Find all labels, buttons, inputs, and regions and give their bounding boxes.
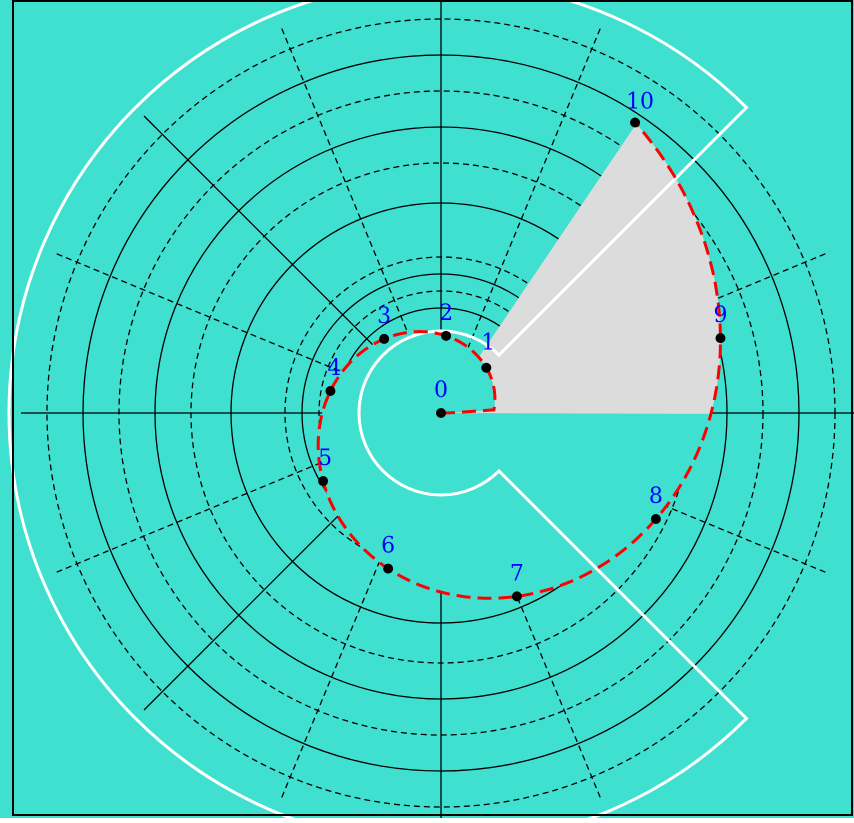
point-marker [650, 513, 661, 524]
spiral-point-4: 4 [325, 356, 341, 396]
point-marker [511, 591, 522, 602]
spiral-point-7: 7 [510, 561, 524, 602]
spiral-points: 0 1 2 3 4 5 6 7 8 9 10 [318, 90, 727, 602]
polar-grid [21, 0, 854, 823]
point-marker [481, 362, 492, 373]
point-label: 5 [318, 446, 332, 471]
point-label: 3 [377, 304, 391, 329]
spiral-line [316, 122, 723, 600]
spiral-point-0: 0 [434, 378, 448, 418]
spiral-point-6: 6 [381, 534, 395, 574]
spiral-point-8: 8 [649, 484, 663, 524]
spiral-point-10: 10 [626, 90, 654, 128]
point-marker [379, 333, 390, 344]
grid-ray [279, 24, 419, 358]
point-label: 1 [481, 331, 495, 356]
spiral-point-1: 1 [481, 331, 495, 373]
point-marker [318, 476, 329, 487]
point-label: 6 [381, 534, 395, 559]
point-marker [383, 563, 394, 574]
point-label: 7 [510, 561, 524, 586]
point-label: 9 [713, 303, 727, 328]
point-label: 4 [327, 356, 341, 381]
point-marker [715, 333, 726, 344]
spiral-point-9: 9 [713, 303, 727, 344]
point-marker [630, 117, 641, 128]
grid-ray [52, 251, 386, 391]
point-marker [325, 385, 336, 396]
diagram-border [12, 0, 853, 816]
spiral-point-2: 2 [439, 301, 453, 341]
spiral-curve [316, 122, 723, 600]
spiral-point-5: 5 [318, 446, 332, 487]
point-marker [436, 408, 446, 418]
spiral-point-3: 3 [377, 304, 391, 344]
spiral-region [318, 123, 721, 599]
point-marker [441, 330, 452, 341]
grid-ray [463, 24, 603, 358]
point-label: 2 [439, 301, 453, 326]
point-label: 8 [649, 484, 663, 509]
point-label: 10 [626, 90, 654, 115]
spiral-inner-turn-fill [318, 331, 711, 599]
point-label: 0 [434, 378, 448, 403]
grid-ray [143, 115, 400, 372]
